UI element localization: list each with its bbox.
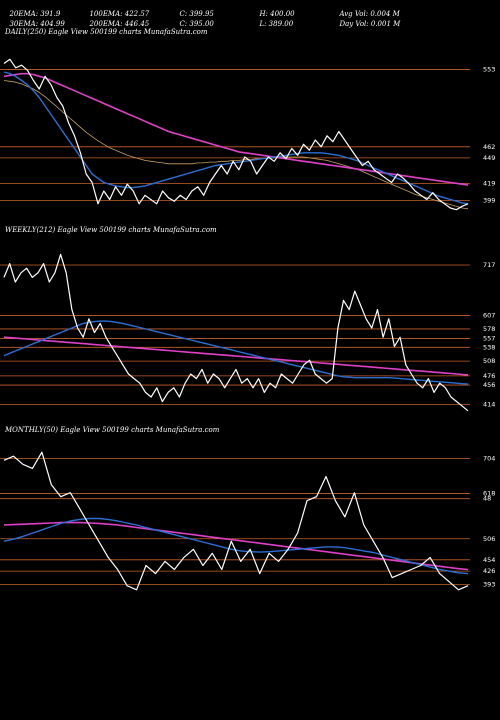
monthly-price-line (3, 451, 469, 591)
monthly-level-label-0: 704 (483, 455, 495, 463)
daily-price-line (3, 58, 469, 211)
weekly-level-label-7: 456 (483, 381, 495, 389)
stat-close: C: 399.95 (179, 10, 214, 18)
monthly-level-label-1: 618 (483, 489, 495, 497)
stat-close-2: C: 395.00 (179, 20, 214, 28)
stat-day-vol: Day Vol: 0.001 M (339, 20, 401, 28)
daily-chart-title: DAILY(250) Eagle View 500199 charts Muna… (5, 28, 208, 36)
stat-30ema: 30EMA: 404.99 (9, 20, 65, 28)
monthly-ema-short-line (3, 517, 469, 575)
daily-ema-mid-line (3, 80, 469, 210)
weekly-level-label-4: 538 (483, 343, 495, 351)
stat-low: L: 389.00 (259, 20, 294, 28)
weekly-level-label-6: 476 (483, 372, 495, 380)
stat-avg-vol: Avg Vol: 0.004 M (339, 10, 400, 18)
weekly-level-label-3: 557 (483, 335, 495, 343)
daily-level-label-5: 399 (483, 196, 495, 204)
monthly-level-label-5: 393 (483, 581, 495, 589)
daily-level-label-0: 553 (483, 65, 495, 73)
monthly-chart-title: MONTHLY(50) Eagle View 500199 charts Mun… (5, 426, 220, 434)
stats-row-1: 20EMA: 391.9 100EMA: 422.57 C: 399.95 H: 40… (5, 2, 400, 18)
weekly-level-label-8: 414 (483, 400, 495, 408)
daily-level-label-2: 462 (483, 143, 495, 151)
weekly-ema-long-line (3, 336, 469, 376)
weekly-level-label-5: 508 (483, 357, 495, 365)
daily-level-label-1: 48 (483, 495, 491, 503)
monthly-level-label-4: 426 (483, 567, 495, 575)
stat-100ema: 100EMA: 422.57 (89, 10, 150, 18)
stat-high: H: 400.00 (259, 10, 295, 18)
stat-20ema: 20EMA: 391.9 (9, 10, 61, 18)
stats-row-2: 30EMA: 404.99 200EMA: 446.45 C: 395.00 L: 3… (5, 12, 400, 28)
monthly-ema-long-line (3, 521, 469, 571)
daily-ema-short-line (3, 71, 469, 205)
monthly-level-label-2: 506 (483, 535, 495, 543)
weekly-level-label-1: 607 (483, 312, 495, 320)
weekly-level-label-2: 578 (483, 325, 495, 333)
daily-level-label-3: 449 (483, 154, 495, 162)
weekly-price-line (3, 253, 469, 412)
weekly-ema-short-line (3, 320, 469, 385)
weekly-chart-title: WEEKLY(212) Eagle View 500199 charts Mun… (5, 226, 217, 234)
daily-level-label-4: 419 (483, 179, 495, 187)
monthly-level-label-3: 454 (483, 556, 495, 564)
daily-ema-long-line (3, 72, 469, 186)
weekly-level-label-0: 717 (483, 261, 495, 269)
stat-200ema: 200EMA: 446.45 (89, 20, 150, 28)
